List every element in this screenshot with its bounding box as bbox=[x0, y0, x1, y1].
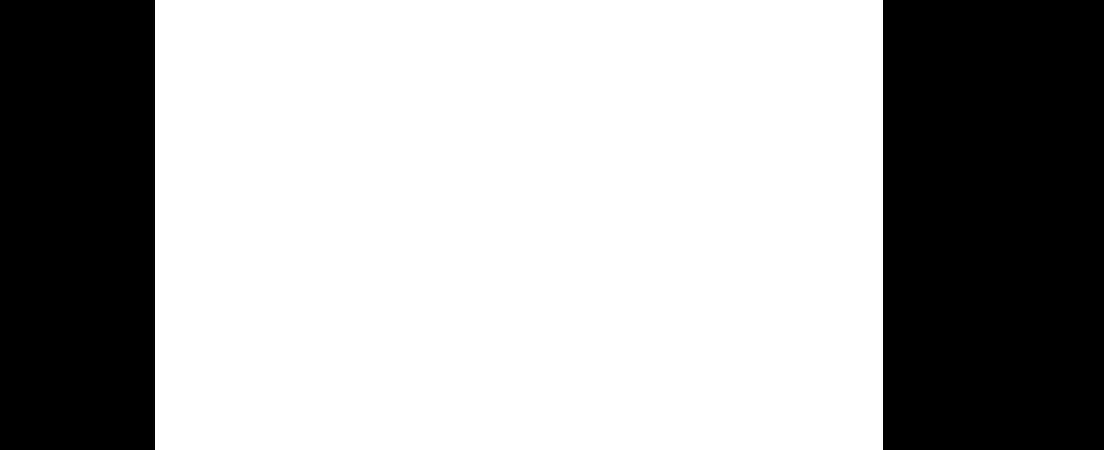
Bar bbox=[425, 112, 469, 189]
Title: Critical Flow Rate: Critical Flow Rate bbox=[526, 14, 761, 38]
X-axis label: Nitrogen Flow (lb/min): Nitrogen Flow (lb/min) bbox=[529, 413, 757, 431]
Bar bbox=[425, 252, 839, 328]
